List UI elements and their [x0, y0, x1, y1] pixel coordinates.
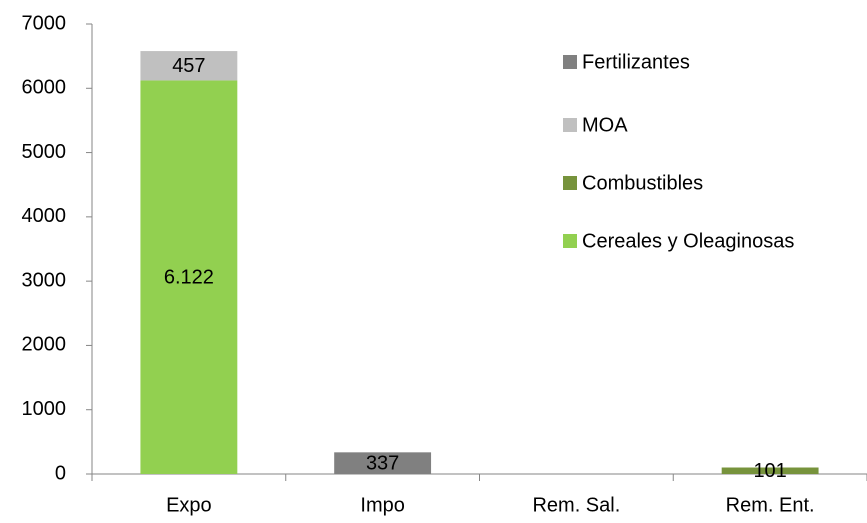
bar-segment — [140, 80, 238, 474]
x-tick-label: Rem. Sal. — [532, 494, 620, 516]
legend-swatch — [563, 55, 577, 69]
data-label: 337 — [366, 452, 399, 474]
data-label: 101 — [753, 460, 786, 482]
y-tick-label: 7000 — [22, 12, 67, 34]
legend-label: MOA — [582, 114, 628, 136]
data-label: 457 — [172, 55, 205, 77]
x-tick-label: Rem. Ent. — [726, 494, 815, 516]
legend-label: Combustibles — [582, 172, 703, 194]
data-label: 6.122 — [164, 267, 214, 289]
legend-swatch — [563, 176, 577, 190]
y-tick-label: 3000 — [22, 269, 67, 291]
legend-label: Cereales y Oleaginosas — [582, 230, 794, 252]
y-tick-label: 2000 — [22, 334, 67, 356]
bar-segment — [721, 467, 819, 474]
y-tick-label: 1000 — [22, 398, 67, 420]
y-tick-label: 6000 — [22, 77, 67, 99]
x-tick-label: Impo — [360, 494, 404, 516]
legend-swatch — [563, 118, 577, 132]
bar-segment — [140, 51, 238, 81]
y-tick-label: 4000 — [22, 205, 67, 227]
bar-segment — [334, 452, 432, 474]
y-tick-label: 5000 — [22, 141, 67, 163]
x-tick-label: Expo — [166, 494, 212, 516]
legend-swatch — [563, 234, 577, 248]
y-tick-label: 0 — [55, 462, 66, 484]
legend-label: Fertilizantes — [582, 51, 690, 73]
